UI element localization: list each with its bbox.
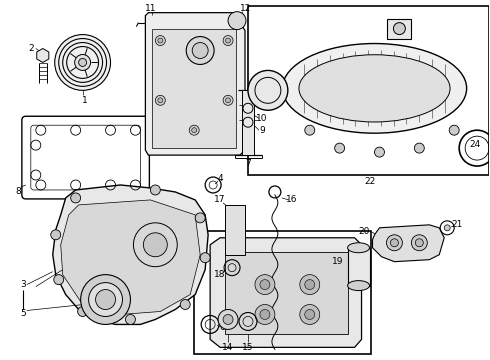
Circle shape: [391, 239, 398, 247]
Text: 4: 4: [217, 174, 223, 183]
Ellipse shape: [347, 243, 369, 253]
Circle shape: [81, 275, 130, 324]
Text: 18: 18: [214, 270, 226, 279]
Circle shape: [374, 147, 385, 157]
Circle shape: [228, 12, 246, 30]
Text: 13: 13: [235, 223, 247, 232]
Circle shape: [300, 305, 319, 324]
Text: 12: 12: [240, 4, 252, 13]
Bar: [194, 231, 370, 354]
Text: 21: 21: [451, 220, 463, 229]
Circle shape: [300, 275, 319, 294]
Polygon shape: [152, 28, 236, 148]
Circle shape: [78, 58, 87, 67]
Circle shape: [449, 125, 459, 135]
Circle shape: [393, 23, 405, 35]
Circle shape: [305, 280, 315, 289]
Polygon shape: [372, 225, 444, 262]
Circle shape: [223, 36, 233, 45]
Circle shape: [133, 223, 177, 267]
Polygon shape: [146, 13, 245, 155]
Text: 11: 11: [145, 4, 156, 13]
Circle shape: [305, 125, 315, 135]
Text: 3: 3: [20, 280, 26, 289]
Circle shape: [255, 305, 275, 324]
Circle shape: [225, 38, 231, 43]
Text: 8: 8: [15, 188, 21, 197]
Text: 1: 1: [82, 96, 88, 105]
Circle shape: [77, 306, 88, 316]
Circle shape: [54, 275, 64, 285]
Circle shape: [55, 35, 111, 90]
Text: 24: 24: [469, 140, 481, 149]
Circle shape: [335, 143, 344, 153]
Circle shape: [89, 283, 122, 316]
Circle shape: [255, 275, 275, 294]
Circle shape: [155, 36, 165, 45]
Bar: [242, 90, 254, 155]
Circle shape: [155, 95, 165, 105]
Bar: [347, 248, 369, 285]
Circle shape: [189, 125, 199, 135]
Circle shape: [260, 280, 270, 289]
Circle shape: [180, 300, 190, 310]
Text: 20: 20: [359, 227, 370, 236]
Circle shape: [195, 213, 205, 223]
Text: 6: 6: [219, 323, 225, 332]
Bar: [225, 205, 245, 255]
Bar: [248, 6, 489, 175]
Circle shape: [223, 315, 233, 324]
Ellipse shape: [299, 55, 450, 122]
Circle shape: [223, 95, 233, 105]
Circle shape: [125, 315, 135, 324]
Polygon shape: [225, 252, 347, 334]
Text: 19: 19: [332, 257, 343, 266]
Text: 23: 23: [252, 79, 264, 88]
Circle shape: [192, 128, 196, 133]
Circle shape: [218, 310, 238, 329]
Circle shape: [412, 235, 427, 251]
Polygon shape: [61, 200, 200, 315]
Circle shape: [387, 235, 402, 251]
Circle shape: [305, 310, 315, 319]
Text: 22: 22: [364, 177, 375, 186]
Circle shape: [415, 143, 424, 153]
Text: 17: 17: [214, 195, 226, 204]
Circle shape: [260, 310, 270, 319]
Circle shape: [192, 42, 208, 58]
Bar: [388, 19, 412, 39]
Circle shape: [186, 37, 214, 64]
Polygon shape: [37, 49, 49, 62]
Ellipse shape: [347, 280, 369, 291]
Polygon shape: [210, 238, 362, 347]
Text: 15: 15: [242, 343, 254, 352]
Circle shape: [51, 230, 61, 240]
Circle shape: [96, 289, 116, 310]
Text: 14: 14: [222, 343, 234, 352]
Polygon shape: [53, 185, 208, 324]
Circle shape: [150, 185, 160, 195]
Circle shape: [71, 193, 81, 203]
Text: 2: 2: [28, 44, 34, 53]
Circle shape: [444, 225, 450, 231]
Circle shape: [248, 71, 288, 110]
Text: 7: 7: [245, 158, 251, 167]
Circle shape: [225, 98, 231, 103]
Circle shape: [74, 54, 91, 71]
Text: 10: 10: [256, 114, 268, 123]
Circle shape: [158, 38, 163, 43]
Text: 9: 9: [259, 126, 265, 135]
Circle shape: [158, 98, 163, 103]
Text: 16: 16: [286, 195, 297, 204]
Circle shape: [200, 253, 210, 263]
Circle shape: [144, 233, 167, 257]
Text: 5: 5: [20, 309, 26, 318]
Circle shape: [416, 239, 423, 247]
Ellipse shape: [282, 44, 466, 133]
